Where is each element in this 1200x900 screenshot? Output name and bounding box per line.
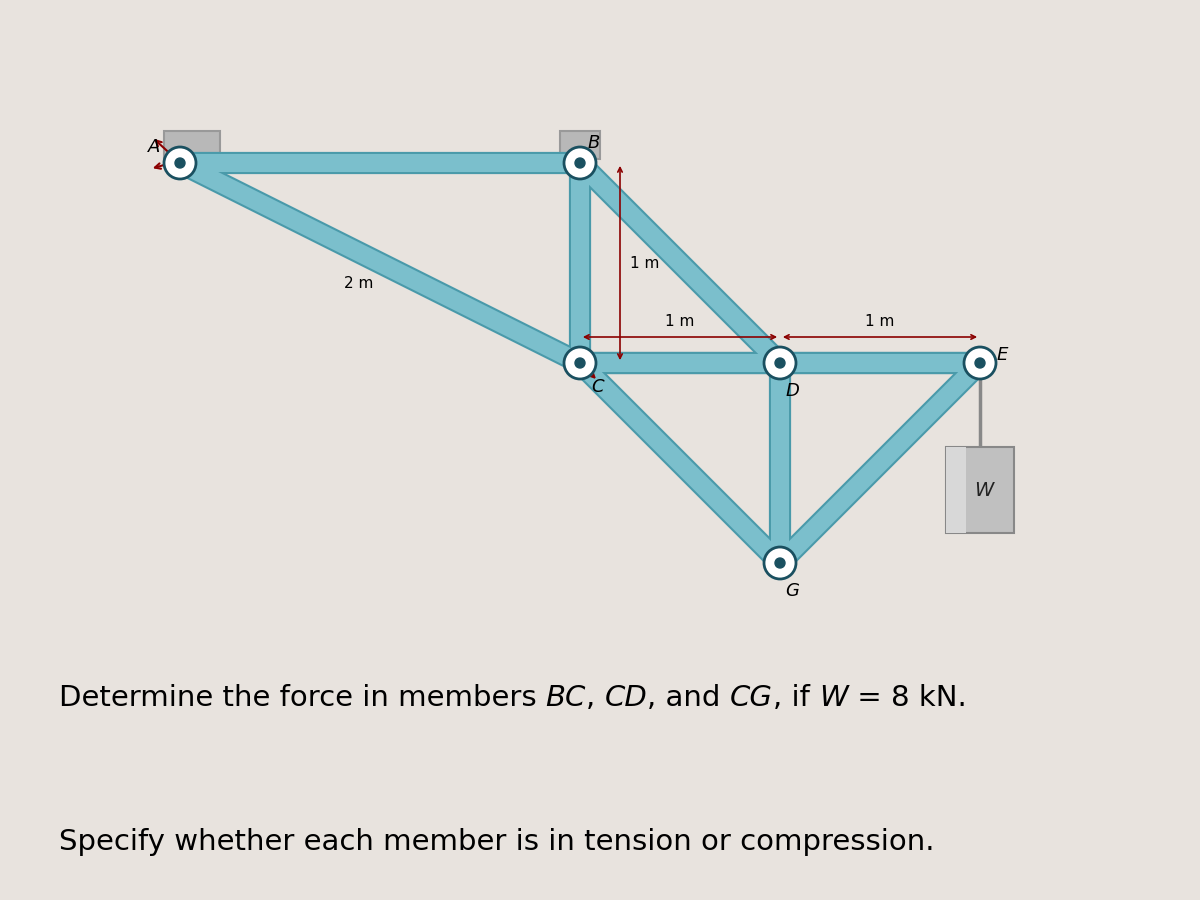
Circle shape: [964, 347, 996, 379]
Text: , and: , and: [647, 684, 730, 713]
Text: A: A: [148, 138, 160, 156]
Text: E: E: [996, 346, 1008, 364]
Text: W: W: [818, 684, 847, 713]
Text: 1 m: 1 m: [865, 314, 895, 329]
Text: D: D: [785, 382, 799, 400]
Circle shape: [775, 558, 785, 568]
Text: = 8 kN.: = 8 kN.: [847, 684, 966, 713]
Circle shape: [775, 358, 785, 368]
Text: Specify whether each member is in tension or compression.: Specify whether each member is in tensio…: [59, 828, 934, 856]
Circle shape: [764, 547, 796, 579]
Text: ,: ,: [586, 684, 605, 713]
FancyBboxPatch shape: [560, 131, 600, 159]
Circle shape: [764, 347, 796, 379]
Text: 1 m: 1 m: [630, 256, 659, 271]
Circle shape: [575, 358, 586, 368]
FancyBboxPatch shape: [164, 131, 220, 159]
Circle shape: [974, 358, 985, 368]
Circle shape: [564, 147, 596, 179]
Text: CG: CG: [730, 684, 773, 713]
Text: C: C: [592, 378, 605, 396]
Text: CD: CD: [605, 684, 647, 713]
Text: B: B: [588, 134, 600, 152]
Text: Determine the force in members: Determine the force in members: [59, 684, 546, 713]
Text: W: W: [974, 481, 994, 500]
Text: BC: BC: [546, 684, 586, 713]
Text: 2 m: 2 m: [344, 275, 373, 291]
Circle shape: [175, 158, 185, 168]
Circle shape: [564, 347, 596, 379]
Circle shape: [164, 147, 196, 179]
FancyBboxPatch shape: [946, 447, 1014, 533]
Circle shape: [575, 158, 586, 168]
Text: G: G: [785, 582, 799, 600]
FancyBboxPatch shape: [946, 447, 966, 533]
Text: , if: , if: [773, 684, 818, 713]
Text: 1 m: 1 m: [665, 314, 695, 329]
